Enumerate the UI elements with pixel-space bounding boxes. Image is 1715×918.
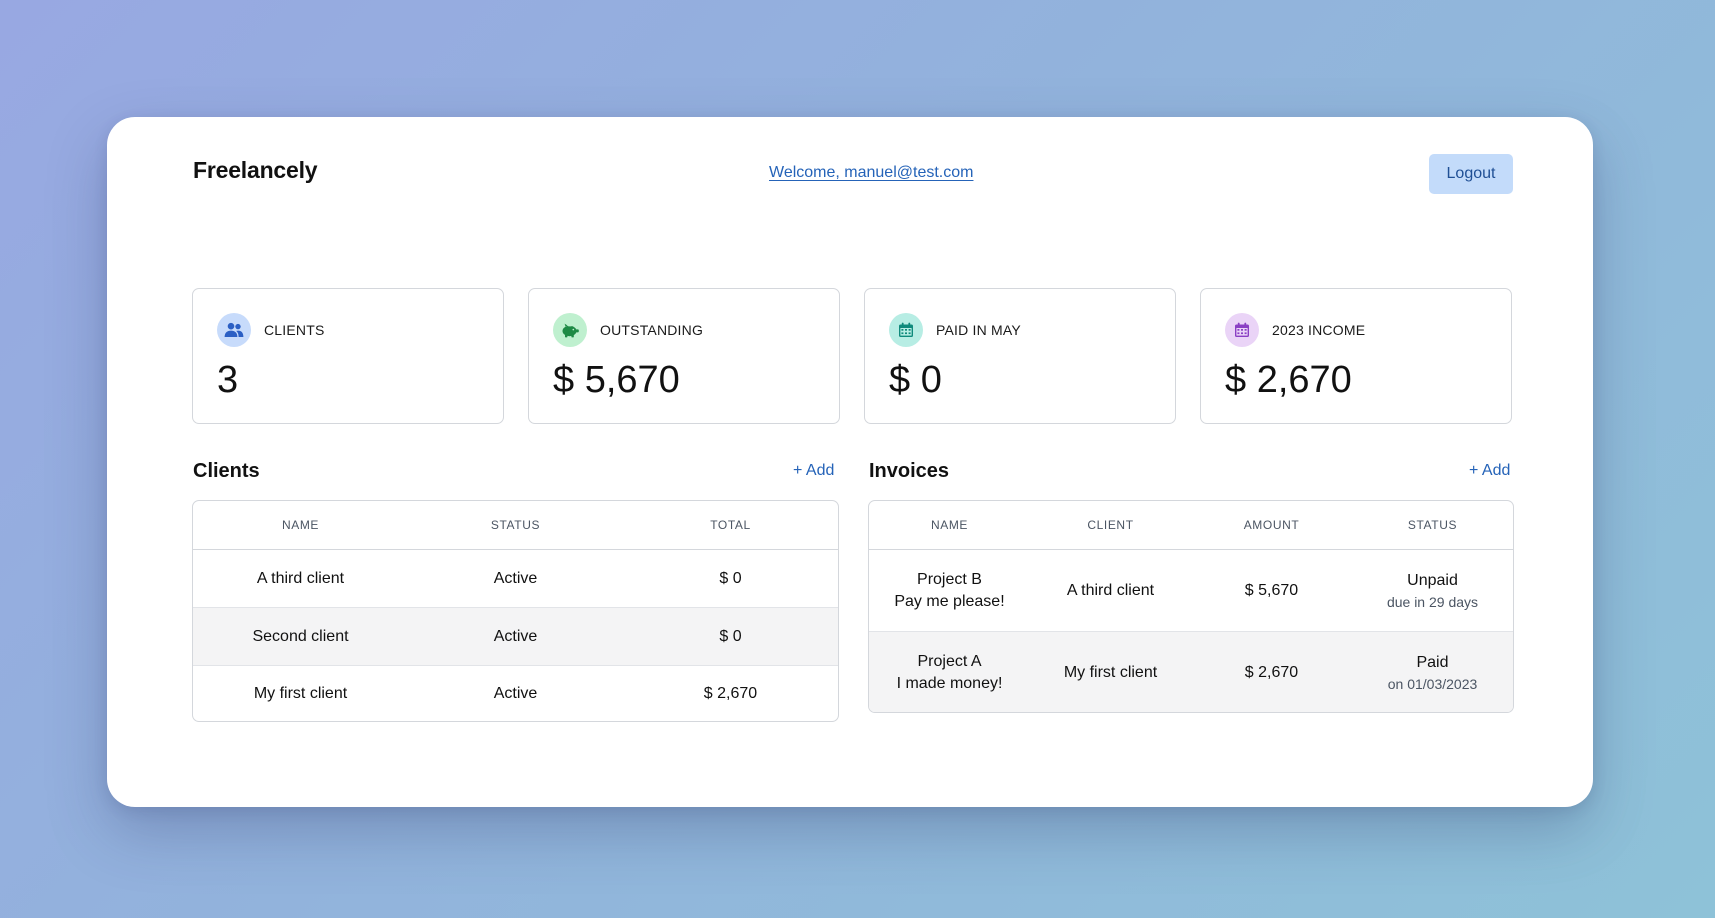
- piggy-bank-icon: [553, 313, 587, 347]
- column-header-status: STATUS: [490, 518, 541, 532]
- client-name: My first client: [253, 685, 348, 702]
- client-total: $ 0: [719, 627, 742, 645]
- calendar-icon: [1225, 313, 1259, 347]
- invoice-client: My first client: [1063, 663, 1158, 681]
- table-row[interactable]: Project A I made money! My first client …: [869, 632, 1513, 712]
- invoice-description: Pay me please!: [894, 592, 1005, 610]
- stat-card-header: 2023 INCOME: [1225, 313, 1365, 347]
- client-name: A third client: [256, 569, 345, 587]
- client-total: $ 0: [719, 569, 742, 587]
- invoice-name: Project B: [917, 570, 982, 588]
- clients-title: Clients: [193, 460, 260, 482]
- stat-card-header: OUTSTANDING: [553, 313, 703, 347]
- column-header-name: NAME: [930, 518, 969, 532]
- client-status: Active: [493, 627, 538, 645]
- stat-card-label: 2023 INCOME: [1272, 322, 1366, 338]
- invoices-title: Invoices: [869, 460, 950, 482]
- stat-card-value: 3: [217, 359, 239, 401]
- invoice-status: Unpaid: [1407, 571, 1458, 589]
- invoices-table: NAME CLIENT AMOUNT STATUS Project B Pay …: [868, 500, 1514, 713]
- clients-table-header: NAME STATUS TOTAL: [193, 501, 838, 550]
- users-icon: [217, 313, 251, 347]
- invoice-status-detail: due in 29 days: [1386, 593, 1479, 610]
- stat-card-paid-in-may: PAID IN MAY $ 0: [864, 288, 1176, 424]
- invoice-status-cell: Paid on 01/03/2023: [1352, 654, 1513, 692]
- client-status: Active: [493, 685, 538, 702]
- invoice-name-cell: Project B Pay me please!: [869, 571, 1030, 611]
- table-row[interactable]: Second client Active $ 0: [193, 608, 838, 666]
- add-invoice-link[interactable]: + Add: [1469, 462, 1511, 479]
- invoice-description: I made money!: [896, 674, 1003, 692]
- column-header-total: TOTAL: [710, 518, 751, 532]
- column-header-status: STATUS: [1407, 518, 1458, 532]
- stat-card-header: PAID IN MAY: [889, 313, 1021, 347]
- invoice-client: A third client: [1066, 581, 1155, 599]
- column-header-client: CLIENT: [1087, 518, 1134, 532]
- stats-cards: CLIENTS 3 OUTSTANDING: [192, 288, 1514, 426]
- stat-card-label: CLIENTS: [264, 322, 325, 338]
- stat-card-clients: CLIENTS 3: [192, 288, 504, 424]
- stat-card-value: $ 5,670: [553, 359, 680, 401]
- invoice-status-cell: Unpaid due in 29 days: [1352, 572, 1513, 610]
- invoice-name: Project A: [917, 652, 982, 670]
- client-name: Second client: [252, 627, 349, 645]
- table-row[interactable]: A third client Active $ 0: [193, 550, 838, 608]
- invoice-status: Paid: [1416, 653, 1449, 671]
- logout-button[interactable]: Logout: [1429, 154, 1513, 194]
- brand-logo: Freelancely: [193, 157, 318, 183]
- stat-card-income: 2023 INCOME $ 2,670: [1200, 288, 1512, 424]
- stat-card-outstanding: OUTSTANDING $ 5,670: [528, 288, 840, 424]
- table-row[interactable]: Project B Pay me please! A third client …: [869, 550, 1513, 632]
- stat-card-label: OUTSTANDING: [600, 322, 704, 338]
- stat-card-label: PAID IN MAY: [936, 322, 1021, 338]
- column-header-amount: AMOUNT: [1243, 518, 1300, 532]
- client-total: $ 2,670: [703, 685, 758, 702]
- welcome-link[interactable]: Welcome, manuel@test.com: [769, 164, 974, 181]
- invoice-amount: $ 5,670: [1244, 581, 1299, 599]
- calendar-icon: [889, 313, 923, 347]
- app-window: Freelancely Welcome, manuel@test.com Log…: [107, 117, 1593, 807]
- stat-card-value: $ 2,670: [1225, 359, 1352, 401]
- invoice-status-detail: on 01/03/2023: [1387, 675, 1478, 692]
- table-row[interactable]: My first client Active $ 2,670: [193, 666, 838, 721]
- add-client-link[interactable]: + Add: [793, 462, 835, 479]
- column-header-name: NAME: [281, 518, 320, 532]
- stat-card-value: $ 0: [889, 359, 942, 401]
- invoice-amount: $ 2,670: [1244, 663, 1299, 681]
- clients-table: NAME STATUS TOTAL A third client Active …: [192, 500, 839, 722]
- client-status: Active: [493, 569, 538, 587]
- stat-card-header: CLIENTS: [217, 313, 325, 347]
- invoice-name-cell: Project A I made money!: [869, 653, 1030, 693]
- invoices-table-header: NAME CLIENT AMOUNT STATUS: [869, 501, 1513, 550]
